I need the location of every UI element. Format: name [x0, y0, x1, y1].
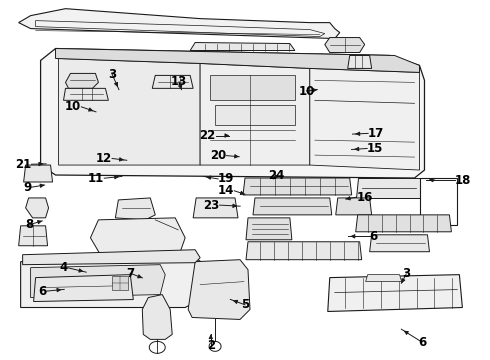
Text: 10: 10 — [65, 100, 81, 113]
Polygon shape — [21, 258, 210, 307]
Text: 7: 7 — [126, 267, 134, 280]
Text: 14: 14 — [218, 184, 234, 197]
Polygon shape — [243, 178, 352, 195]
Polygon shape — [19, 9, 340, 39]
Text: 10: 10 — [298, 85, 315, 98]
Text: 3: 3 — [108, 68, 116, 81]
Polygon shape — [215, 105, 295, 125]
Polygon shape — [369, 235, 429, 252]
Polygon shape — [24, 165, 52, 182]
Text: 2: 2 — [207, 339, 215, 352]
Polygon shape — [188, 260, 250, 319]
Polygon shape — [91, 218, 185, 258]
Text: 16: 16 — [356, 191, 373, 204]
Polygon shape — [190, 42, 295, 50]
Polygon shape — [200, 63, 310, 165]
Polygon shape — [253, 198, 332, 215]
Text: 12: 12 — [96, 152, 112, 165]
Text: 6: 6 — [369, 230, 378, 243]
Polygon shape — [34, 275, 133, 302]
Text: 24: 24 — [269, 169, 285, 182]
Text: 9: 9 — [23, 181, 31, 194]
Text: 3: 3 — [402, 267, 410, 280]
Polygon shape — [152, 75, 193, 88]
Polygon shape — [30, 265, 165, 298]
Text: 23: 23 — [203, 199, 220, 212]
Text: 18: 18 — [455, 174, 471, 186]
Text: 6: 6 — [418, 336, 426, 348]
Polygon shape — [325, 37, 365, 53]
Polygon shape — [348, 55, 371, 68]
Text: 20: 20 — [210, 149, 226, 162]
Polygon shape — [246, 218, 292, 240]
Polygon shape — [356, 215, 451, 232]
Text: 8: 8 — [25, 218, 33, 231]
Polygon shape — [64, 88, 108, 100]
Text: 22: 22 — [199, 129, 216, 142]
Text: 5: 5 — [241, 298, 249, 311]
Polygon shape — [25, 198, 49, 218]
Polygon shape — [66, 73, 98, 88]
Polygon shape — [112, 276, 128, 289]
Polygon shape — [23, 250, 200, 265]
Polygon shape — [115, 198, 155, 220]
Polygon shape — [58, 58, 200, 165]
Polygon shape — [356, 178, 419, 198]
Text: 13: 13 — [171, 75, 187, 88]
Polygon shape — [328, 275, 463, 311]
Polygon shape — [19, 226, 48, 246]
Text: 6: 6 — [38, 285, 46, 298]
Polygon shape — [142, 294, 172, 339]
Polygon shape — [336, 198, 371, 215]
Polygon shape — [193, 198, 238, 218]
Polygon shape — [246, 242, 362, 260]
Text: 21: 21 — [15, 158, 31, 171]
Text: 11: 11 — [88, 172, 104, 185]
Text: 19: 19 — [218, 172, 235, 185]
Polygon shape — [55, 49, 419, 72]
Polygon shape — [41, 49, 424, 178]
Polygon shape — [366, 275, 401, 282]
Text: 17: 17 — [368, 127, 384, 140]
Polygon shape — [310, 68, 419, 170]
Polygon shape — [210, 75, 295, 100]
Text: 4: 4 — [60, 261, 68, 274]
Text: 15: 15 — [367, 142, 384, 155]
